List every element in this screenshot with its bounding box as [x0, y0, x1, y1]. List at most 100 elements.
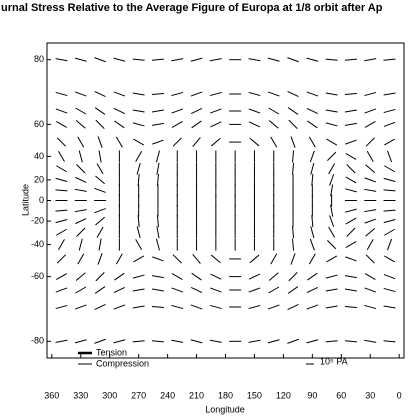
- stress-glyph: [155, 238, 160, 251]
- stress-glyph: [113, 304, 126, 310]
- stress-glyph: [132, 92, 145, 96]
- stress-glyph: [364, 209, 377, 213]
- stress-glyph: [344, 58, 357, 61]
- x-tick-label: 270: [131, 390, 146, 400]
- stress-glyph: [383, 189, 396, 192]
- stress-glyph: [113, 57, 126, 62]
- stress-glyph: [288, 272, 298, 282]
- stress-glyph: [364, 188, 377, 192]
- stress-glyph: [114, 272, 125, 281]
- stress-glyph: [249, 137, 260, 147]
- stress-glyph: [345, 241, 357, 249]
- stress-glyph: [132, 305, 145, 309]
- stress-glyph: [330, 204, 334, 217]
- stress-glyph: [270, 136, 278, 148]
- stress-glyph: [268, 107, 280, 115]
- stress-glyph: [115, 136, 123, 148]
- stress-glyph: [344, 92, 357, 96]
- stress-glyph: [58, 150, 65, 162]
- stress-glyph: [75, 107, 87, 115]
- stress-glyph: [95, 216, 105, 226]
- stress-glyph: [384, 228, 395, 236]
- stress-glyph: [133, 138, 145, 146]
- scale-label: 10⁵ PA: [320, 356, 348, 366]
- stress-glyph: [77, 253, 85, 265]
- stress-glyph: [267, 304, 280, 310]
- legend-label: Compression: [96, 358, 149, 368]
- stress-glyph: [248, 304, 261, 310]
- stress-glyph: [55, 219, 68, 224]
- stress-glyph: [383, 121, 396, 127]
- stress-glyph: [290, 136, 296, 148]
- y-tick-label: -60: [31, 271, 44, 281]
- stress-glyph: [74, 188, 87, 192]
- stress-glyph: [248, 58, 261, 62]
- stress-glyph: [287, 338, 299, 344]
- chart-title: urnal Stress Relative to the Average Fig…: [1, 2, 383, 14]
- stress-glyph: [308, 253, 316, 265]
- stress-glyph: [345, 208, 357, 213]
- stress-glyph: [364, 91, 377, 97]
- stress-glyph: [383, 219, 396, 224]
- stress-glyph: [325, 288, 338, 292]
- stress-glyph: [136, 226, 141, 239]
- stress-glyph: [287, 286, 299, 294]
- stress-glyph: [209, 91, 222, 97]
- stress-glyph: [268, 272, 279, 281]
- stress-glyph: [56, 120, 67, 128]
- stress-glyph: [136, 162, 141, 175]
- stress-glyph: [191, 120, 202, 129]
- stress-glyph: [56, 273, 67, 281]
- stress-glyph: [94, 57, 106, 63]
- stress-glyph: [346, 164, 356, 174]
- stress-glyph: [55, 339, 68, 343]
- y-tick-label: -40: [31, 239, 44, 249]
- x-tick-label: 300: [102, 390, 117, 400]
- stress-glyph: [307, 272, 318, 281]
- stress-glyph: [365, 164, 376, 173]
- stress-glyph: [156, 215, 159, 228]
- stress-glyph: [383, 340, 396, 343]
- stress-glyph: [344, 340, 357, 343]
- stress-glyph: [55, 287, 68, 293]
- stress-glyph: [344, 275, 357, 279]
- stress-glyph: [94, 187, 106, 193]
- stress-glyph: [58, 239, 65, 251]
- stress-glyph: [287, 57, 299, 63]
- stress-glyph: [210, 287, 222, 293]
- stress-glyph: [151, 109, 164, 113]
- stress-glyph: [171, 273, 183, 281]
- x-tick-label: 360: [44, 390, 59, 400]
- stress-glyph: [95, 272, 105, 282]
- stress-glyph: [268, 120, 279, 129]
- stress-glyph: [306, 108, 318, 114]
- stress-glyph: [387, 150, 393, 163]
- stress-glyph: [115, 253, 123, 265]
- stress-glyph: [56, 228, 67, 236]
- stress-glyph: [78, 238, 83, 251]
- stress-glyph: [287, 304, 299, 310]
- stress-glyph: [171, 108, 184, 114]
- stress-glyph: [113, 91, 126, 97]
- stress-glyph: [209, 304, 222, 310]
- stress-glyph: [98, 150, 102, 163]
- stress-glyph: [132, 274, 145, 279]
- stress-glyph: [364, 58, 377, 62]
- stress-glyph: [383, 209, 396, 212]
- stress-glyph: [325, 274, 338, 279]
- stress-glyph: [387, 238, 393, 251]
- stress-glyph: [325, 340, 338, 343]
- stress-glyph: [210, 137, 221, 147]
- stress-glyph: [383, 58, 396, 61]
- stress-glyph: [151, 305, 164, 309]
- stress-glyph: [248, 273, 261, 280]
- stress-glyph: [171, 287, 184, 293]
- stress-glyph: [267, 91, 280, 97]
- stress-glyph: [56, 254, 67, 264]
- x-tick-label: 120: [276, 390, 291, 400]
- stress-glyph: [384, 165, 395, 173]
- stress-glyph: [190, 287, 203, 293]
- stress-glyph: [288, 119, 298, 129]
- stress-glyph: [328, 163, 336, 175]
- stress-glyph: [383, 305, 396, 309]
